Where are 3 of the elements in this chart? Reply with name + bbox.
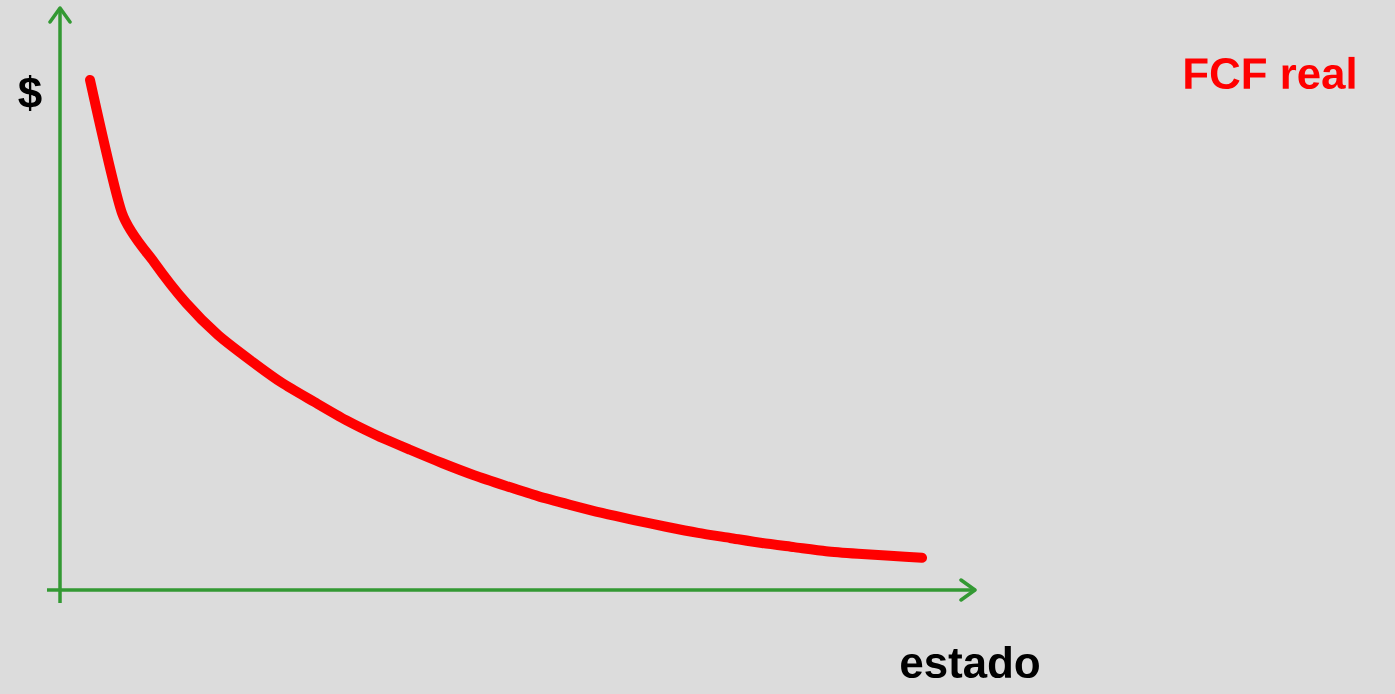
x-axis-title: estado xyxy=(901,645,1039,679)
text: FCF real xyxy=(1185,56,1355,90)
y-axis-title: $ xyxy=(18,75,42,111)
